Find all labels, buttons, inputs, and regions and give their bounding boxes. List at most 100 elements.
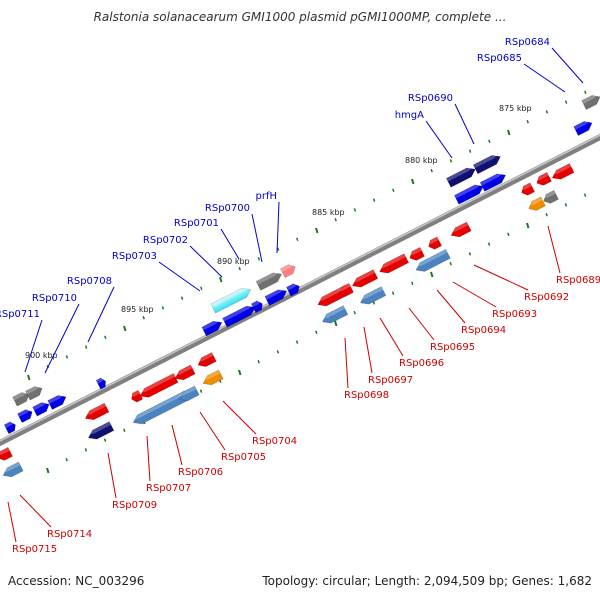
tick-mark-reverse (468, 252, 472, 256)
gene-arrow[interactable] (426, 236, 443, 251)
tick-mark-reverse (372, 301, 376, 305)
tick-mark-reverse (276, 350, 280, 354)
gene-leader-line (276, 201, 280, 254)
gene-arrow[interactable] (445, 165, 477, 188)
gene-label[interactable]: RSp0707 (146, 483, 191, 494)
gene-arrow[interactable] (550, 163, 575, 183)
tick-mark-forward (507, 129, 511, 136)
gene-arrow[interactable] (414, 248, 451, 274)
tick-mark-reverse (295, 340, 299, 344)
gene-arrow[interactable] (519, 182, 536, 197)
gene-label[interactable]: RSp0714 (47, 529, 92, 540)
gene-leader-line (523, 63, 566, 93)
tick-mark-forward (65, 355, 69, 359)
gene-arrow[interactable] (407, 246, 425, 262)
gene-arrow[interactable] (472, 152, 502, 175)
tick-mark-forward (219, 276, 223, 283)
gene-arrow[interactable] (201, 369, 224, 388)
gene-arrow[interactable] (358, 286, 387, 308)
gene-label[interactable]: hmgA (395, 110, 424, 121)
gene-arrow[interactable] (264, 287, 289, 306)
gene-arrow[interactable] (0, 446, 13, 462)
gene-arrow[interactable] (250, 299, 264, 314)
gene-label[interactable]: RSp0693 (492, 309, 537, 320)
gene-label[interactable]: RSp0715 (12, 544, 57, 555)
gene-arrow[interactable] (32, 400, 52, 417)
gene-label[interactable]: RSp0689 (556, 275, 600, 286)
gene-arrow[interactable] (3, 420, 17, 435)
gene-arrow[interactable] (449, 221, 472, 240)
gene-label[interactable]: RSp0684 (505, 37, 550, 48)
gene-arrow[interactable] (86, 421, 115, 443)
gene-leader-line (158, 261, 201, 292)
gene-arrow[interactable] (255, 270, 284, 291)
tick-mark-forward (296, 237, 299, 242)
gene-label[interactable]: RSp0703 (112, 251, 157, 262)
tick-mark-forward (584, 90, 587, 95)
tick-mark-forward (142, 315, 145, 320)
tick-mark-forward (334, 217, 337, 222)
gene-arrow[interactable] (453, 182, 485, 205)
gene-label[interactable]: RSp0710 (32, 293, 77, 304)
tick-mark-forward (545, 110, 549, 114)
gene-label[interactable]: RSp0690 (408, 93, 453, 104)
gene-arrow[interactable] (177, 385, 200, 404)
tick-mark-forward (488, 139, 491, 144)
gene-label[interactable]: RSp0711 (0, 309, 40, 320)
gene-arrow[interactable] (173, 364, 196, 383)
gene-arrow[interactable] (17, 407, 34, 424)
gene-arrow[interactable] (479, 171, 508, 192)
tick-mark-reverse (564, 203, 568, 207)
gene-arrow[interactable] (541, 189, 559, 205)
gene-arrow[interactable] (534, 171, 552, 187)
gene-label[interactable]: RSp0705 (221, 452, 266, 463)
gene-label[interactable]: RSp0698 (344, 390, 389, 401)
gene-arrow[interactable] (377, 253, 410, 277)
gene-label[interactable]: RSp0696 (399, 358, 444, 369)
gene-label[interactable]: RSp0695 (430, 342, 475, 353)
tick-mark-reverse (315, 330, 318, 335)
gene-arrow[interactable] (196, 352, 217, 369)
topology-summary: Topology: circular; Length: 2,094,509 bp… (262, 574, 592, 588)
gene-label[interactable]: RSp0708 (67, 276, 112, 287)
gene-label[interactable]: RSp0706 (178, 467, 223, 478)
gene-label[interactable]: RSp0692 (524, 292, 569, 303)
gene-label[interactable]: prfH (256, 191, 278, 202)
gene-arrow[interactable] (210, 285, 253, 314)
gene-arrow[interactable] (336, 282, 354, 298)
gene-leader-line (189, 245, 223, 278)
gene-arrow[interactable] (138, 373, 179, 400)
gene-arrow[interactable] (129, 389, 144, 403)
tick-mark-forward (104, 335, 107, 340)
tick-mark-forward (257, 257, 261, 261)
gene-arrow[interactable] (581, 92, 600, 110)
gene-arrow[interactable] (573, 118, 595, 136)
tick-mark-forward (27, 374, 31, 381)
gene-label[interactable]: RSp0700 (205, 203, 250, 214)
gene-label[interactable]: RSp0701 (174, 218, 219, 229)
gene-leader-line (452, 281, 497, 308)
gene-arrow[interactable] (285, 282, 301, 297)
gene-arrow[interactable] (1, 461, 24, 480)
gene-label[interactable]: RSp0697 (368, 375, 413, 386)
tick-mark-forward (123, 325, 127, 332)
gene-arrow[interactable] (12, 390, 32, 407)
gene-label[interactable]: RSp0694 (461, 325, 506, 336)
gene-label[interactable]: RSp0702 (143, 235, 188, 246)
gene-label[interactable]: RSp0709 (112, 500, 157, 511)
tick-mark-forward (526, 119, 529, 124)
gene-arrow[interactable] (83, 402, 110, 423)
gene-arrow[interactable] (320, 305, 349, 327)
gene-label[interactable]: RSp0704 (252, 436, 297, 447)
gene-arrow[interactable] (527, 196, 546, 213)
gene-arrow[interactable] (350, 269, 379, 291)
gene-arrow[interactable] (280, 262, 297, 279)
gene-arrow[interactable] (201, 318, 224, 337)
gene-arrow[interactable] (47, 392, 69, 410)
gene-arrow[interactable] (95, 377, 108, 390)
gene-arrow[interactable] (25, 384, 45, 401)
gene-label[interactable]: RSp0685 (477, 53, 522, 64)
gene-arrow[interactable] (222, 303, 258, 328)
